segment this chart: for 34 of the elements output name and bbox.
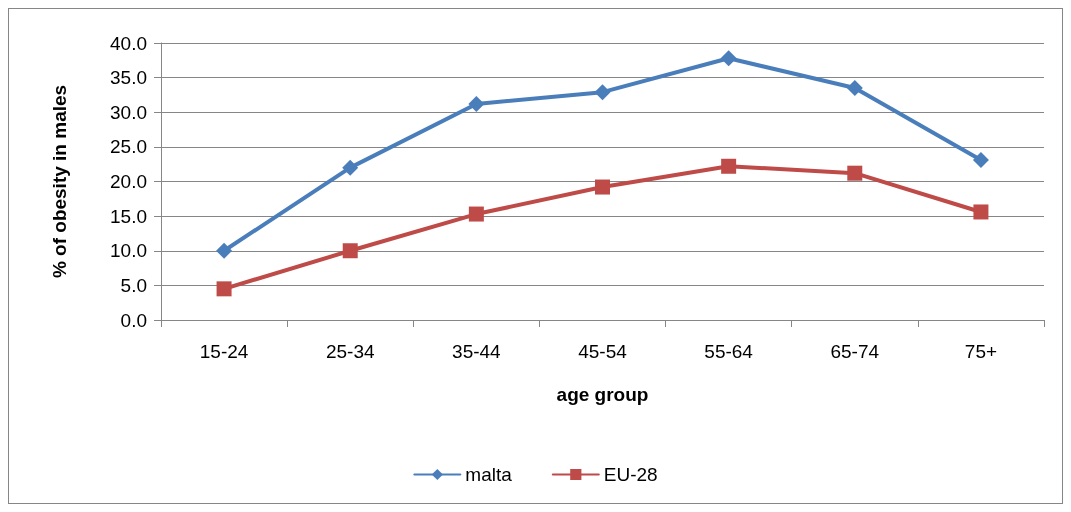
- y-tick-label: 25.0: [110, 136, 147, 158]
- y-tick-label: 40.0: [110, 32, 147, 54]
- y-axis-title: % of obesity in males: [49, 84, 70, 279]
- y-tick-label: 10.0: [110, 240, 147, 262]
- point: [972, 152, 989, 169]
- x-tick-label: 25-34: [325, 341, 375, 362]
- y-tick-label: 30.0: [110, 101, 147, 123]
- x-tick-label: 45-54: [578, 341, 628, 362]
- x-tick-label: 55-64: [704, 341, 754, 362]
- point: [594, 84, 611, 101]
- x-tick-label: 35-44: [452, 341, 502, 362]
- y-tick-label: 15.0: [110, 205, 147, 227]
- y-tick-label: 35.0: [110, 67, 147, 89]
- point: [595, 179, 610, 195]
- point: [216, 281, 232, 297]
- point: [847, 165, 863, 181]
- point: [846, 80, 863, 97]
- point: [342, 159, 359, 176]
- x-tick-label: 15-24: [199, 341, 249, 362]
- x-tick-label: 65-74: [830, 341, 880, 362]
- point: [973, 204, 989, 220]
- point: [468, 95, 485, 112]
- legend-label: malta: [465, 464, 513, 485]
- point: [720, 50, 737, 67]
- x-tick-label: 75+: [964, 341, 998, 362]
- point: [721, 158, 737, 174]
- point: [216, 242, 233, 259]
- y-tick-label: 20.0: [110, 171, 147, 192]
- legend-label: EU-28: [603, 464, 658, 485]
- point: [342, 243, 358, 259]
- y-tick-label: 5.0: [120, 274, 147, 296]
- y-tick-label: 0.0: [120, 309, 147, 331]
- point: [468, 206, 484, 222]
- x-axis-title: age group: [556, 384, 649, 405]
